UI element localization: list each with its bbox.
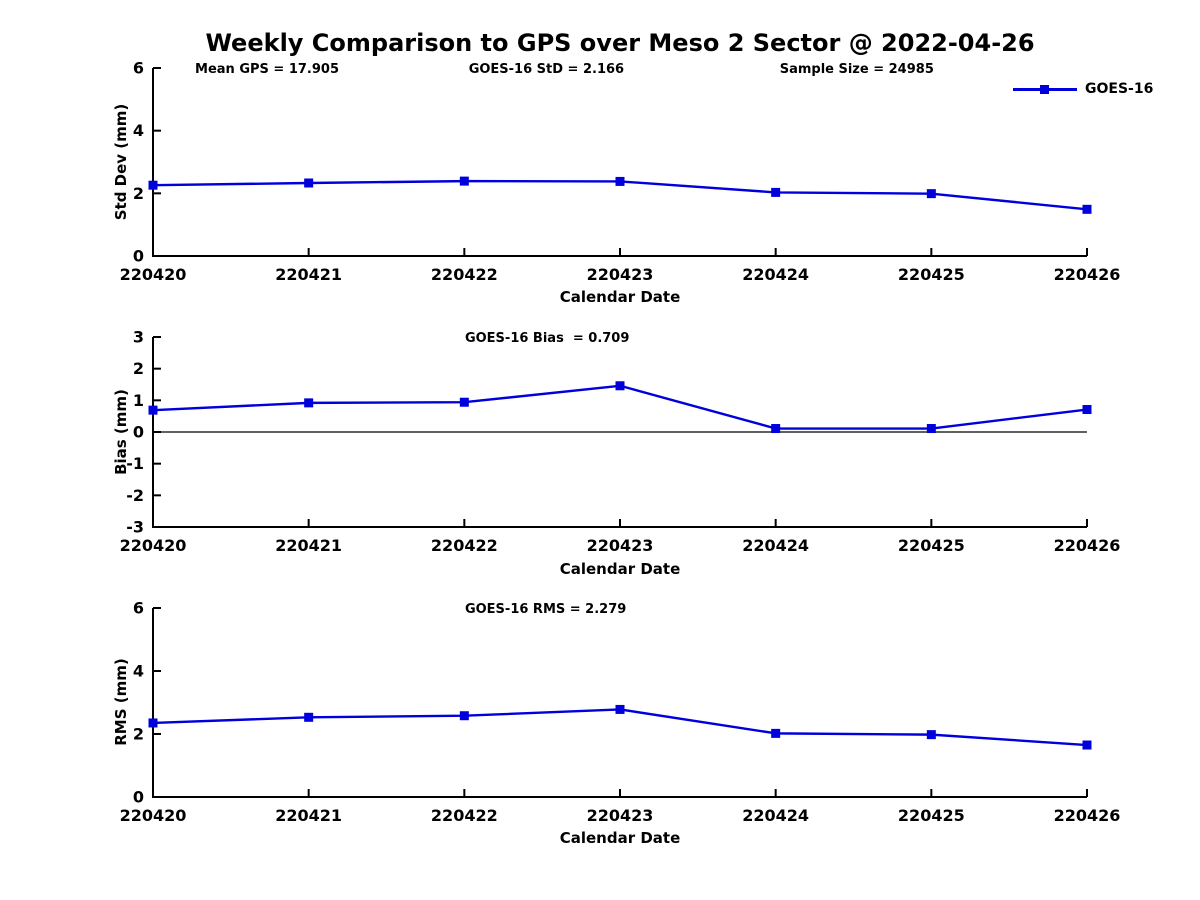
legend-line-icon xyxy=(1013,84,1077,94)
data-point-marker xyxy=(615,381,625,391)
x-tick-label: 220424 xyxy=(742,806,809,825)
y-tick-label: 6 xyxy=(133,59,144,78)
data-point-marker xyxy=(1082,204,1092,214)
x-tick-label: 220426 xyxy=(1054,536,1121,555)
y-tick-label: 2 xyxy=(133,184,144,203)
bias-y-axis-label: Bias (mm) xyxy=(112,389,130,475)
x-tick-label: 220424 xyxy=(742,536,809,555)
y-tick-label: 0 xyxy=(133,788,144,807)
data-point-marker xyxy=(1082,740,1092,750)
axis xyxy=(152,337,1087,528)
stddev-y-axis-label: Std Dev (mm) xyxy=(112,103,130,221)
x-tick-label: 220425 xyxy=(898,265,965,284)
rms-y-axis-label: RMS (mm) xyxy=(112,658,130,746)
y-tick-label: 6 xyxy=(133,599,144,618)
bias-chart: -3 -2 -1 0 1 2 3 220420 220421 220422 220423 220424… xyxy=(120,328,1121,556)
y-tick-label: 1 xyxy=(133,391,144,410)
stddev-chart: 0 2 4 6 220420 220421 220422 220423 220424 220425… xyxy=(120,59,1121,285)
x-tick-label: 220425 xyxy=(898,806,965,825)
x-tick-label: 220421 xyxy=(275,265,342,284)
data-point-marker xyxy=(771,424,781,434)
legend: GOES-16 xyxy=(1013,81,1153,97)
x-tick-label: 220423 xyxy=(587,536,654,555)
rms-x-axis-label: Calendar Date xyxy=(559,829,681,847)
y-tick-label: 0 xyxy=(133,247,144,266)
annotation: GOES-16 RMS = 2.279 xyxy=(465,602,626,617)
axis xyxy=(152,608,1087,798)
x-tick-label: 220421 xyxy=(275,536,342,555)
axis xyxy=(152,68,1087,257)
y-tick-label: -3 xyxy=(126,518,144,537)
rms-chart: 0 2 4 6 220420 220421 220422 220423 220424 220425… xyxy=(120,599,1121,826)
data-point-marker xyxy=(771,187,781,197)
data-point-marker xyxy=(771,728,781,738)
x-tick-label: 220423 xyxy=(587,806,654,825)
data-point-marker xyxy=(926,730,936,740)
x-tick-label: 220420 xyxy=(120,265,187,284)
figure-title: Weekly Comparison to GPS over Meso 2 Sec… xyxy=(205,29,1035,57)
series-line xyxy=(152,384,1088,430)
x-tick-label: 220422 xyxy=(431,536,498,555)
annotation: GOES-16 StD = 2.166 xyxy=(469,62,624,77)
x-tick-label: 220426 xyxy=(1054,806,1121,825)
y-tick-label: -1 xyxy=(126,454,144,473)
stddev-x-axis-label: Calendar Date xyxy=(559,288,681,306)
data-point-marker xyxy=(459,711,469,721)
data-point-marker xyxy=(304,712,314,722)
data-point-marker xyxy=(1082,405,1092,415)
y-tick-label: 4 xyxy=(133,662,144,681)
y-tick-label: -2 xyxy=(126,486,144,505)
y-tick-label: 4 xyxy=(133,121,144,140)
y-tick-label: 2 xyxy=(133,359,144,378)
data-point-marker xyxy=(304,178,314,188)
legend-label: GOES-16 xyxy=(1085,81,1154,97)
data-point-marker xyxy=(148,405,158,415)
legend-square-marker-icon xyxy=(1040,84,1049,94)
data-point-marker xyxy=(148,718,158,728)
series-line xyxy=(152,708,1088,747)
y-tick-label: 2 xyxy=(133,725,144,744)
y-tick-label: 3 xyxy=(133,328,144,347)
x-tick-label: 220425 xyxy=(898,536,965,555)
x-tick-label: 220423 xyxy=(587,265,654,284)
data-point-marker xyxy=(615,176,625,186)
data-point-marker xyxy=(304,398,314,408)
annotation: Mean GPS = 17.905 xyxy=(195,62,339,77)
annotation: GOES-16 Bias = 0.709 xyxy=(465,331,629,346)
x-tick-label: 220420 xyxy=(120,536,187,555)
x-tick-label: 220424 xyxy=(742,265,809,284)
data-point-marker xyxy=(459,397,469,407)
data-point-marker xyxy=(615,704,625,714)
data-point-marker xyxy=(926,189,936,199)
x-tick-label: 220422 xyxy=(431,806,498,825)
x-tick-label: 220422 xyxy=(431,265,498,284)
data-point-marker xyxy=(148,180,158,190)
bias-x-axis-label: Calendar Date xyxy=(559,560,681,578)
x-tick-label: 220426 xyxy=(1054,265,1121,284)
x-tick-label: 220421 xyxy=(275,806,342,825)
x-tick-label: 220420 xyxy=(120,806,187,825)
data-point-marker xyxy=(926,424,936,434)
y-tick-label: 0 xyxy=(133,423,144,442)
data-point-marker xyxy=(459,176,469,186)
annotation: Sample Size = 24985 xyxy=(780,62,934,77)
